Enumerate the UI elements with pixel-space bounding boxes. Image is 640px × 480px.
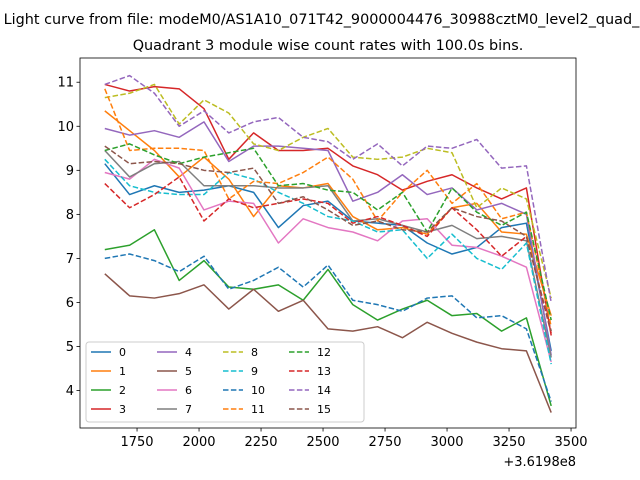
legend-label-12: 12 — [317, 346, 331, 359]
plot-area-frame — [79, 57, 577, 429]
series-line-7 — [104, 149, 552, 358]
series-line-5 — [104, 273, 552, 413]
x-tick-label: 3500 — [554, 435, 587, 450]
y-tick-label: 7 — [66, 252, 74, 267]
figure-suptitle: Plot title: Light curve from file: modeM… — [0, 12, 640, 28]
x-tick-label: 3000 — [430, 435, 463, 450]
x-tick-label: 2250 — [244, 435, 277, 450]
legend-label-14: 14 — [317, 384, 331, 397]
x-axis: 1750 2000 2250 2500 2750 3000 3250 3500 — [120, 428, 588, 450]
x-tick-label: 1750 — [120, 435, 153, 450]
series-line-6 — [104, 158, 552, 363]
y-tick-label: 10 — [57, 120, 74, 135]
series-line-9 — [104, 158, 552, 365]
legend-label-15: 15 — [317, 403, 331, 416]
series-line-2 — [104, 229, 552, 407]
legend-label-13: 13 — [317, 365, 331, 378]
legend-label-3: 3 — [119, 403, 126, 416]
legend-label-0: 0 — [119, 346, 126, 359]
x-tick-label: 2000 — [182, 435, 215, 450]
series-line-8 — [104, 83, 552, 299]
x-tick-label: 2750 — [368, 435, 401, 450]
series-line-1 — [104, 110, 552, 316]
series-line-11 — [104, 88, 552, 327]
series-line-4 — [104, 121, 552, 356]
legend-label-10: 10 — [251, 384, 265, 397]
series-line-3 — [104, 83, 552, 336]
legend-label-5: 5 — [185, 365, 192, 378]
legend-box — [85, 341, 365, 423]
legend-label-11: 11 — [251, 403, 265, 416]
series-line-14 — [104, 74, 552, 303]
y-tick-label: 6 — [66, 296, 74, 311]
legend-label-9: 9 — [251, 365, 258, 378]
y-tick-label: 5 — [66, 340, 74, 355]
legend-label-8: 8 — [251, 346, 258, 359]
chart-title: Quadrant 3 module wise count rates with … — [133, 38, 524, 54]
y-tick-label: 9 — [66, 164, 74, 179]
series-line-15 — [104, 145, 552, 332]
series-layer — [104, 74, 552, 413]
y-tick-label: 8 — [66, 208, 74, 223]
y-tick-label: 4 — [66, 384, 74, 399]
x-tick-label: 3250 — [492, 435, 525, 450]
legend-label-6: 6 — [185, 384, 192, 397]
legend-label-7: 7 — [185, 403, 192, 416]
y-axis: 4 5 6 7 8 9 10 11 — [57, 76, 80, 399]
legend-label-2: 2 — [119, 384, 126, 397]
legend-label-1: 1 — [119, 365, 126, 378]
x-tick-label: 2500 — [306, 435, 339, 450]
series-line-13 — [104, 176, 552, 334]
y-tick-label: 11 — [57, 76, 74, 91]
x-axis-offset-label: +3.6198e8 — [503, 455, 576, 470]
legend-label-4: 4 — [185, 346, 192, 359]
